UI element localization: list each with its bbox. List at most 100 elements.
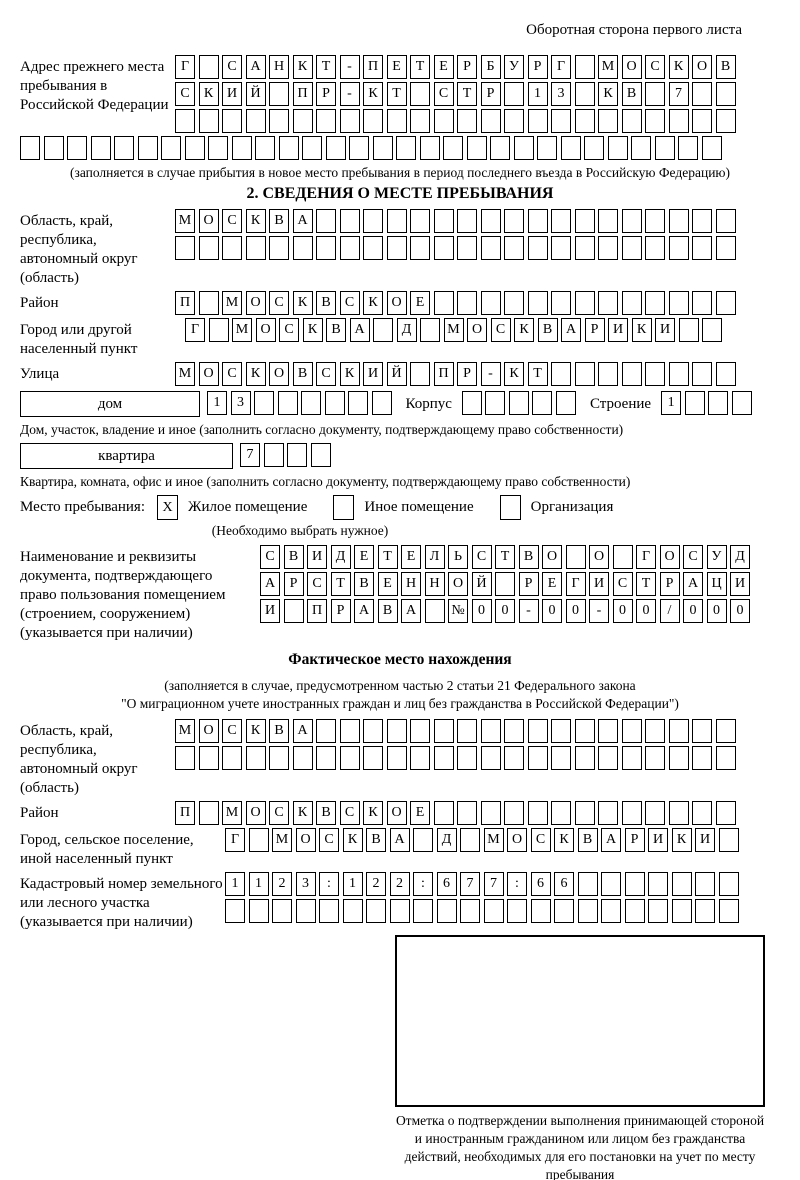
char-cell: В <box>518 545 539 569</box>
char-cell: П <box>363 55 383 79</box>
char-cell: Д <box>330 545 351 569</box>
char-cell: - <box>339 82 360 106</box>
char-cell <box>433 109 454 133</box>
char-cell: К <box>292 291 313 315</box>
char-cell <box>245 236 266 260</box>
region-row-2 <box>175 236 736 260</box>
char-cell: О <box>386 291 407 315</box>
char-cell <box>692 82 712 106</box>
char-cell: А <box>561 318 581 342</box>
char-cell: С <box>530 828 551 852</box>
char-cell <box>363 236 383 260</box>
char-cell <box>718 872 739 896</box>
actual-district-label: Район <box>20 805 59 821</box>
stamp-box <box>395 935 765 1107</box>
char-cell <box>692 109 712 133</box>
char-cell: № <box>448 599 468 623</box>
char-cell <box>645 746 665 770</box>
char-cell <box>504 746 524 770</box>
char-cell: О <box>198 719 219 743</box>
prev-address-label: Адрес прежнего места пребывания в Россий… <box>20 59 169 113</box>
char-cell <box>715 82 736 106</box>
char-cell: Т <box>457 82 477 106</box>
char-cell <box>349 136 369 160</box>
char-cell <box>319 899 339 923</box>
char-cell <box>433 719 454 743</box>
char-cell <box>508 391 529 415</box>
stroenie-cells: 1 <box>661 391 752 415</box>
char-cell <box>668 236 689 260</box>
stay-type-checkbox-organization <box>499 495 521 520</box>
char-cell: Г <box>551 55 571 79</box>
char-cell: С <box>319 828 339 852</box>
char-cell: - <box>480 362 501 386</box>
char-cell <box>504 109 524 133</box>
char-cell <box>184 136 205 160</box>
char-cell <box>386 719 407 743</box>
char-cell: В <box>283 545 304 569</box>
char-cell <box>245 746 266 770</box>
char-cell <box>692 801 712 825</box>
char-cell <box>457 719 477 743</box>
char-cell <box>692 362 712 386</box>
char-cell <box>255 136 275 160</box>
char-cell: А <box>389 828 410 852</box>
char-cell <box>316 109 336 133</box>
char-cell <box>678 318 699 342</box>
char-cell <box>410 362 430 386</box>
char-cell <box>363 719 383 743</box>
back-side-note: Оборотная сторона первого листа <box>526 22 742 38</box>
char-cell: Е <box>410 291 430 315</box>
char-cell: А <box>683 572 703 596</box>
char-cell: 1 <box>248 872 269 896</box>
char-cell <box>278 136 299 160</box>
stay-type-option-organization: Организация <box>530 499 614 515</box>
char-cell: М <box>175 209 195 233</box>
char-cell <box>386 109 407 133</box>
char-cell: О <box>659 545 680 569</box>
char-cell: : <box>507 872 527 896</box>
char-cell: О <box>295 828 316 852</box>
char-cell <box>621 801 642 825</box>
char-cell <box>386 209 407 233</box>
char-cell <box>574 236 595 260</box>
char-cell <box>277 391 298 415</box>
char-cell <box>292 109 313 133</box>
char-cell <box>621 291 642 315</box>
char-cell: 0 <box>683 599 703 623</box>
char-cell <box>302 136 322 160</box>
char-cell: Р <box>316 82 336 106</box>
char-cell <box>413 899 433 923</box>
char-cell <box>507 899 527 923</box>
char-cell <box>372 136 393 160</box>
char-cell <box>598 801 618 825</box>
char-cell <box>137 136 158 160</box>
char-cell: У <box>706 545 727 569</box>
char-cell <box>702 318 722 342</box>
char-cell <box>457 291 477 315</box>
char-cell <box>254 391 274 415</box>
char-cell <box>715 746 736 770</box>
char-cell <box>461 391 482 415</box>
char-cell: О <box>448 572 468 596</box>
char-cell: С <box>490 318 511 342</box>
char-cell: Й <box>471 572 492 596</box>
char-cell <box>695 872 715 896</box>
char-cell <box>339 746 360 770</box>
char-cell: К <box>504 362 524 386</box>
actual-region-label: Область, край, республика, автономный ок… <box>20 723 138 796</box>
char-cell: Р <box>330 599 351 623</box>
actual-city-field: Город, сельское поселение, иной населенн… <box>20 828 780 869</box>
char-cell: 2 <box>272 872 292 896</box>
char-cell <box>668 801 689 825</box>
char-cell <box>269 109 289 133</box>
char-cell <box>574 719 595 743</box>
char-cell <box>574 82 595 106</box>
city-label: Город или другой населенный пункт <box>20 322 138 357</box>
char-cell <box>530 899 551 923</box>
char-cell <box>684 391 705 415</box>
char-cell: В <box>269 209 289 233</box>
house-box-label: дом <box>20 391 200 417</box>
